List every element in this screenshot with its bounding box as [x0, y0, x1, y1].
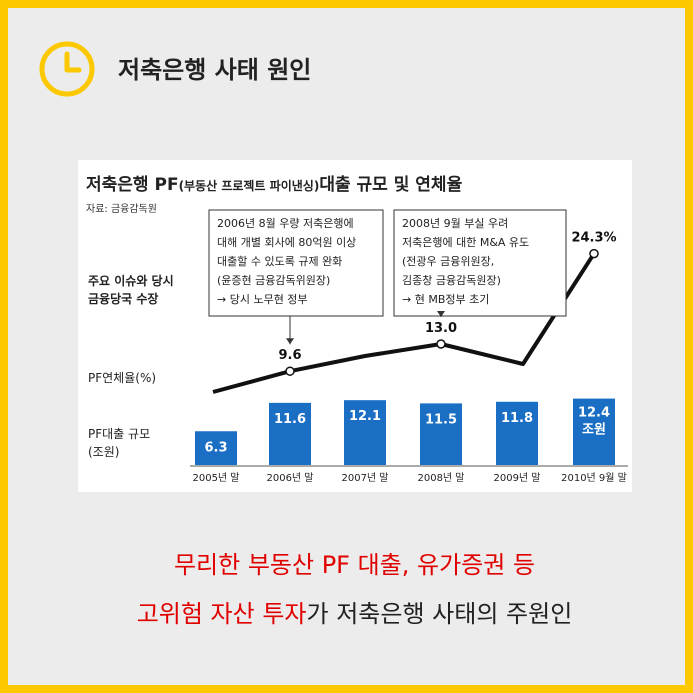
issue-label-line-2: 금융당국 수장 [88, 291, 158, 306]
bar-value-label: 6.3 [204, 440, 227, 455]
page-title: 저축은행 사태 원인 [118, 56, 312, 84]
bar [573, 398, 615, 465]
annotation-line: 대해 개별 회사에 80억원 이상 [217, 235, 356, 249]
line-point [589, 248, 599, 259]
x-tick-label: 2009년 말 [493, 472, 540, 484]
annotation-line: (전광우 금융위원장, [402, 255, 494, 268]
line-value-label: 13.0 [425, 321, 457, 336]
x-tick-label: 2010년 9월 말 [561, 472, 627, 484]
bar [269, 402, 311, 465]
bar-series-label-line-2: (조원) [88, 445, 119, 459]
bar-series-label-line-1: PF대출 규모 [88, 427, 150, 441]
annotation-line: 2008년 9월 부실 우려 [402, 217, 508, 230]
annotation-line: 2006년 8월 우량 저축은행에 [217, 217, 354, 230]
x-tick-label: 2008년 말 [417, 472, 464, 484]
clock-icon [39, 41, 95, 97]
x-tick-label: 2006년 말 [266, 472, 313, 484]
caption-rest: 가 저축은행 사태의 주원인 [306, 600, 573, 628]
bar [195, 431, 237, 465]
annotation-arrowhead [286, 338, 294, 345]
annotation-line: 저축은행에 대한 M&A 유도 [402, 236, 529, 249]
caption-highlight-1: 무리한 부동산 PF 대출, 유가증권 등 [173, 551, 536, 579]
chart-source: 자료: 금융감독원 [86, 203, 157, 215]
line-series [212, 252, 596, 394]
x-tick-label: 2007년 말 [341, 472, 388, 484]
annotation-line: 김종창 금융감독원장) [402, 274, 501, 287]
bar-value-label: 12.1 [349, 409, 381, 424]
annotation-line: → 당시 노무현 정부 [217, 293, 308, 306]
bar-value-label: 11.6 [274, 412, 306, 427]
annotation-line: 대출할 수 있도록 규제 완화 [217, 255, 342, 268]
annotation-box [393, 209, 567, 317]
issue-label-line-1: 주요 이슈와 당시 [88, 273, 174, 288]
bar-value-label: 12.4 [578, 406, 610, 421]
bar-unit-label: 조원 [582, 423, 606, 438]
caption-line-2: 고위험 자산 투자가 저축은행 사태의 주원인 [8, 594, 693, 629]
bar [496, 401, 538, 465]
annotation-line: → 현 MB정부 초기 [402, 293, 489, 306]
annotation-arrowhead [437, 311, 445, 317]
caption-highlight-2: 고위험 자산 투자 [136, 600, 307, 628]
chart-title: 저축은행 PF(부동산 프로젝트 파이낸싱)대출 규모 및 연체율 [86, 175, 463, 195]
line-point [436, 339, 446, 349]
bar [420, 403, 462, 465]
line-series-label: PF연체율(%) [88, 371, 156, 385]
annotation-line: (윤증현 금융감독위원장) [217, 274, 330, 287]
line-value-label: 24.3% [571, 231, 616, 246]
line-point [285, 366, 295, 376]
bar [344, 400, 386, 465]
x-tick-label: 2005년 말 [192, 472, 239, 484]
bar-value-label: 11.8 [501, 411, 533, 426]
annotation-box [208, 209, 384, 317]
bar-value-label: 11.5 [425, 412, 457, 427]
line-value-label: 9.6 [278, 348, 301, 363]
caption-line-1: 무리한 부동산 PF 대출, 유가증권 등 [8, 545, 693, 580]
